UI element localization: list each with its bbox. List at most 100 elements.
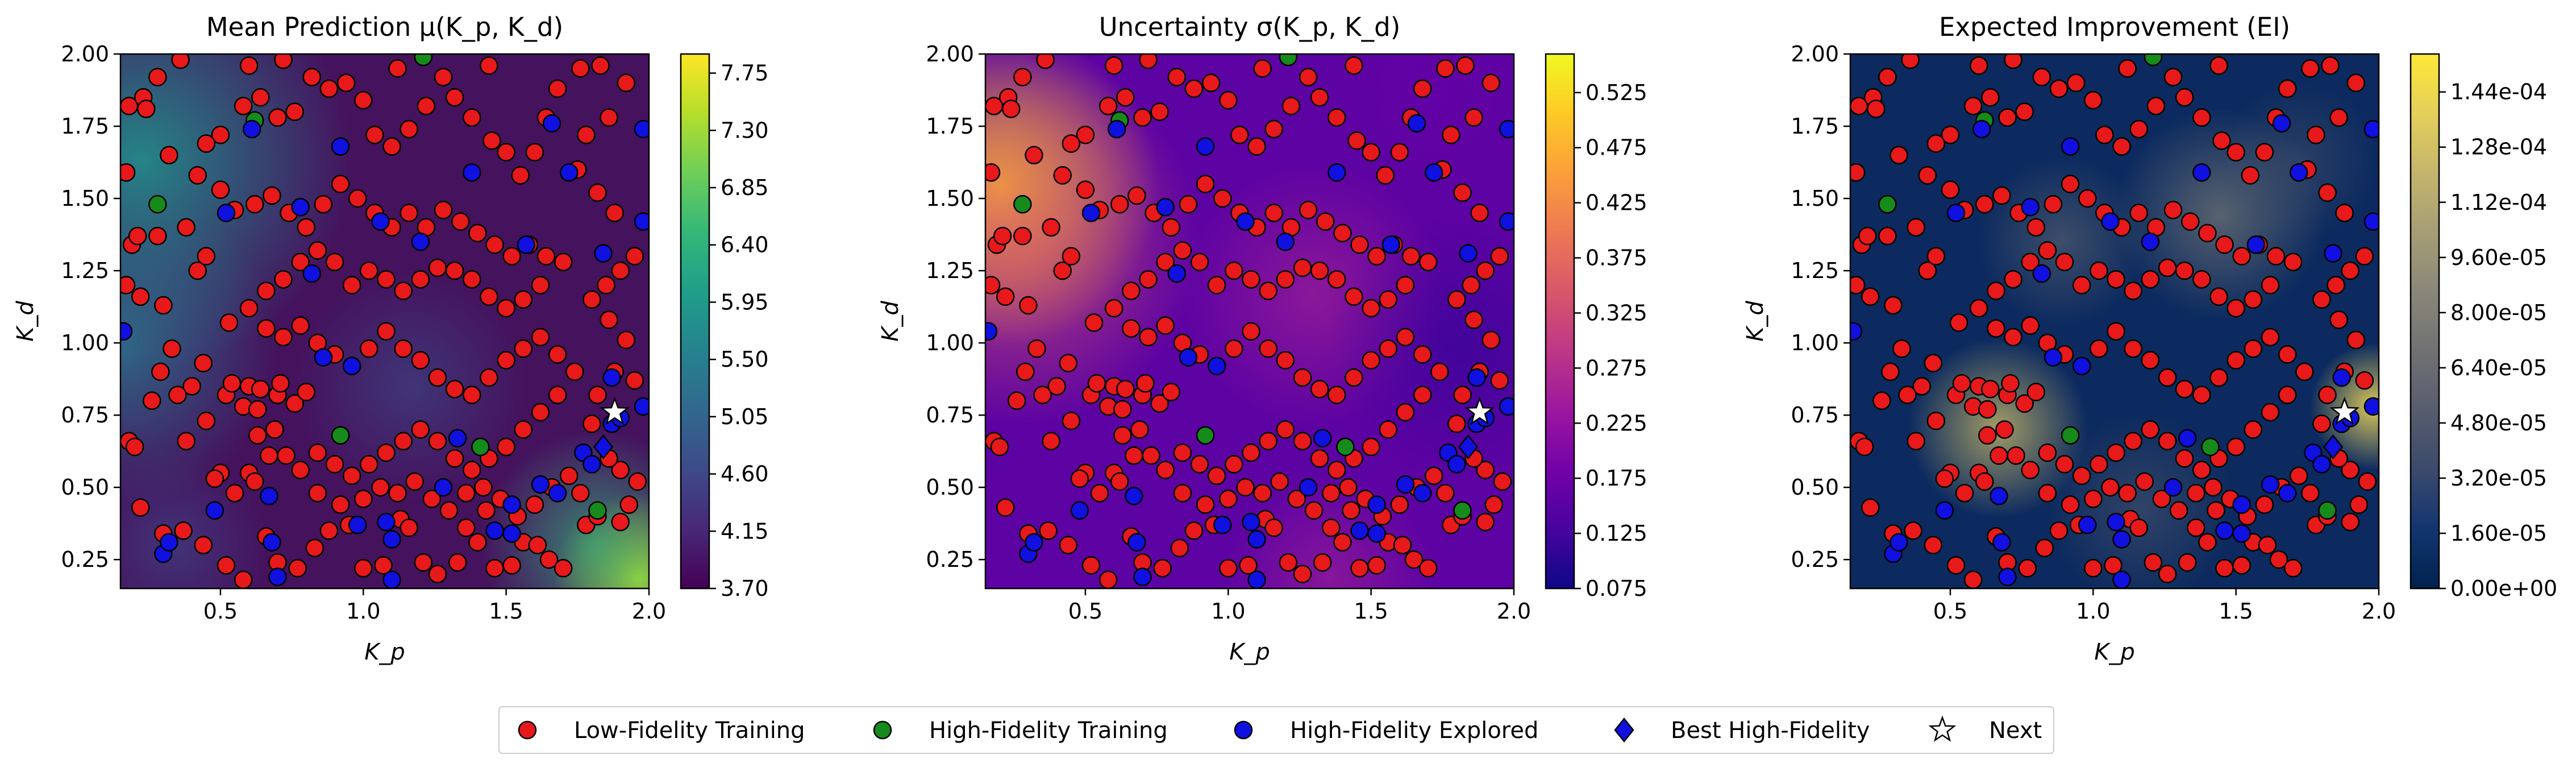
- low-fidelity-point: [1196, 495, 1215, 514]
- low-fidelity-point: [1139, 54, 1158, 69]
- low-fidelity-point: [1379, 420, 1398, 439]
- low-fidelity-point: [1033, 385, 1052, 404]
- low-fidelity-point: [985, 163, 1001, 182]
- low-fidelity-point: [1310, 449, 1329, 468]
- low-fidelity-point: [1316, 212, 1335, 231]
- low-fidelity-point: [1156, 461, 1175, 479]
- low-fidelity-point: [2095, 126, 2114, 144]
- low-fidelity-point: [1339, 478, 1358, 497]
- low-fidelity-point: [2044, 194, 2063, 214]
- low-fidelity-point: [2269, 550, 2288, 569]
- low-fidelity-point: [1904, 521, 1922, 540]
- low-fidelity-point: [1279, 553, 1298, 572]
- colorbar-tick-label: 0.175: [1585, 466, 1647, 491]
- high-fidelity-explored-point: [594, 244, 613, 263]
- low-fidelity-point: [1456, 56, 1475, 75]
- y-tick-label: 1.00: [1791, 330, 1839, 355]
- low-fidelity-point: [1396, 403, 1415, 422]
- low-fidelity-point: [1293, 432, 1312, 451]
- low-fidelity-point: [194, 536, 213, 555]
- low-fidelity-point: [2146, 97, 2166, 115]
- low-fidelity-point: [1156, 252, 1175, 272]
- low-fidelity-point: [1293, 565, 1312, 583]
- legend-marker-star: [1928, 715, 1957, 742]
- low-fidelity-point: [463, 108, 481, 127]
- low-fidelity-point: [2255, 495, 2274, 514]
- high-fidelity-explored-point: [1459, 244, 1478, 263]
- low-fidelity-point: [2018, 559, 2037, 578]
- low-fidelity-point: [151, 362, 170, 382]
- low-fidelity-point: [2198, 533, 2217, 552]
- low-fidelity-point: [2158, 565, 2177, 583]
- low-fidelity-point: [2178, 553, 2197, 572]
- low-fidelity-point: [2049, 521, 2069, 540]
- low-fidelity-point: [1253, 59, 1272, 78]
- high-fidelity-explored-point: [291, 198, 310, 217]
- high-fidelity-training-point: [1013, 194, 1032, 214]
- low-fidelity-point: [996, 498, 1015, 517]
- low-fidelity-point: [177, 218, 195, 237]
- low-fidelity-point: [2283, 559, 2303, 578]
- panel-1-ylabel: K_d: [13, 301, 39, 342]
- low-fidelity-point: [1201, 73, 1221, 93]
- low-fidelity-point: [268, 108, 287, 127]
- low-fidelity-point: [582, 414, 601, 433]
- low-fidelity-point: [2026, 218, 2046, 237]
- low-fidelity-point: [2129, 119, 2148, 139]
- low-fidelity-point: [1081, 556, 1101, 575]
- next-point-star: [600, 396, 630, 425]
- high-fidelity-explored-point: [2232, 495, 2251, 514]
- low-fidelity-point: [211, 180, 230, 200]
- low-fidelity-point: [274, 54, 293, 69]
- high-fidelity-explored-point: [268, 567, 287, 586]
- high-fidelity-explored-point: [2363, 212, 2379, 231]
- low-fidelity-point: [302, 68, 322, 86]
- high-fidelity-explored-point: [1467, 368, 1486, 387]
- low-fidelity-point: [2204, 478, 2223, 497]
- low-fidelity-point: [2318, 385, 2337, 404]
- low-fidelity-point: [2021, 252, 2040, 272]
- low-fidelity-point: [251, 88, 270, 107]
- high-fidelity-explored-point: [1236, 212, 1255, 231]
- low-fidelity-point: [468, 223, 487, 243]
- low-fidelity-point: [2015, 394, 2034, 413]
- low-fidelity-point: [422, 490, 442, 508]
- low-fidelity-point: [2112, 137, 2131, 156]
- high-fidelity-explored-point: [1946, 204, 1966, 222]
- low-fidelity-point: [554, 252, 573, 272]
- legend: Low-Fidelity Training High-Fidelity Train…: [498, 706, 2054, 754]
- high-fidelity-explored-point: [1070, 501, 1089, 520]
- high-fidelity-explored-point: [448, 429, 467, 448]
- colorbar-tick-label: 1.12e-04: [2450, 190, 2547, 215]
- low-fidelity-point: [1941, 180, 1960, 200]
- high-fidelity-explored-point: [2232, 524, 2251, 543]
- low-fidelity-point: [1207, 276, 1226, 295]
- low-fidelity-point: [2038, 241, 2057, 260]
- low-fidelity-point: [388, 484, 407, 503]
- low-fidelity-point: [2084, 559, 2103, 578]
- low-fidelity-point: [1264, 204, 1283, 222]
- low-fidelity-point: [360, 339, 378, 358]
- low-fidelity-point: [1322, 484, 1341, 503]
- y-tick-label: 1.50: [61, 186, 109, 211]
- low-fidelity-point: [597, 276, 615, 295]
- low-fidelity-point: [1362, 143, 1380, 162]
- high-fidelity-explored-point: [2021, 198, 2040, 217]
- low-fidelity-point: [571, 59, 590, 78]
- low-fidelity-point: [325, 252, 344, 272]
- low-fidelity-point: [1907, 218, 1925, 237]
- low-fidelity-point: [1127, 186, 1146, 205]
- high-fidelity-explored-point: [331, 137, 350, 156]
- y-tick-label: 1.25: [926, 258, 974, 283]
- low-fidelity-point: [394, 432, 413, 451]
- low-fidelity-point: [205, 469, 224, 488]
- low-fidelity-point: [260, 446, 278, 465]
- low-fidelity-point: [1418, 559, 1438, 578]
- y-tick-label: 2.00: [61, 42, 109, 67]
- high-fidelity-training-point: [2201, 437, 2220, 457]
- low-fidelity-point: [1310, 380, 1329, 399]
- low-fidelity-point: [197, 134, 216, 153]
- low-fidelity-point: [257, 281, 276, 300]
- colorbar-tick-label: 3.70: [721, 576, 769, 601]
